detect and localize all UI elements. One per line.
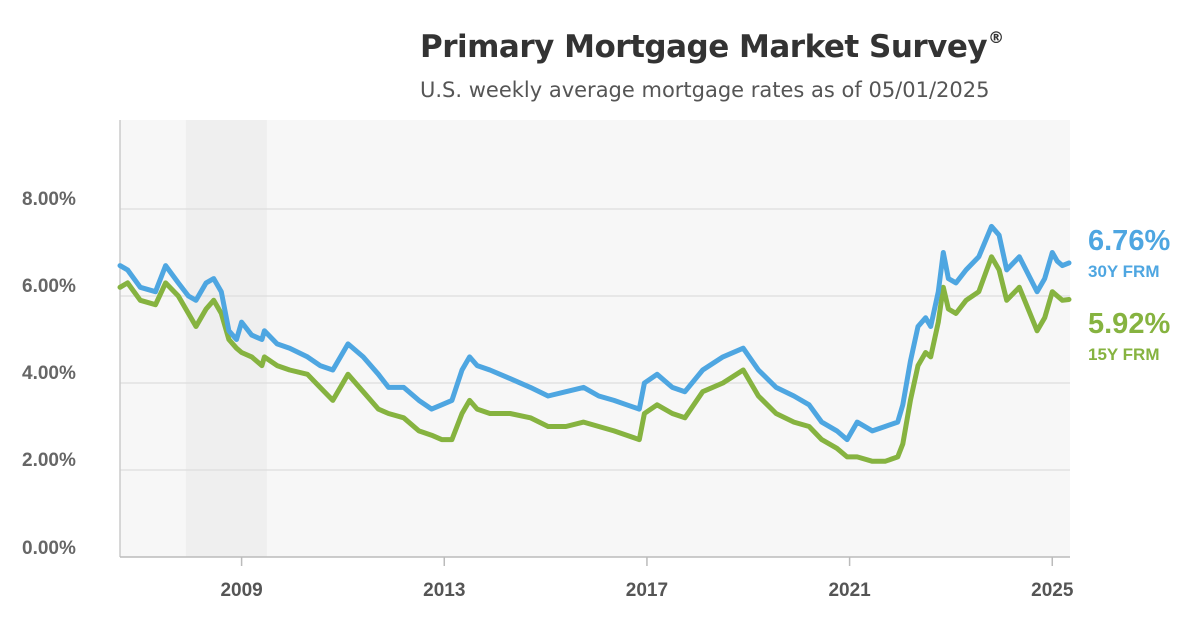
y-tick-label: 8.00% xyxy=(22,189,76,210)
y-tick-label: 4.00% xyxy=(22,363,76,384)
y-tick-label: 6.00% xyxy=(22,276,76,297)
x-tick-label: 2025 xyxy=(1031,580,1074,601)
y-tick-label: 2.00% xyxy=(22,450,76,471)
x-tick-label: 2021 xyxy=(828,580,871,601)
y-tick-label: 0.00% xyxy=(22,538,76,559)
x-tick-label: 2017 xyxy=(626,580,668,601)
chart-title: Primary Mortgage Market Survey® xyxy=(420,28,1004,65)
end-value-label-30y-frm: 6.76% xyxy=(1088,225,1170,257)
x-tick-label: 2013 xyxy=(423,580,465,601)
plot-background xyxy=(120,120,1070,557)
chart-title-text: Primary Mortgage Market Survey xyxy=(420,29,988,65)
series-name-label-15y-frm: 15Y FRM xyxy=(1088,345,1160,364)
end-value-label-15y-frm: 5.92% xyxy=(1088,308,1170,340)
series-name-label-30y-frm: 30Y FRM xyxy=(1088,262,1160,281)
x-tick-label: 2009 xyxy=(220,580,262,601)
registered-mark: ® xyxy=(988,28,1004,47)
chart-subtitle: U.S. weekly average mortgage rates as of… xyxy=(420,78,990,102)
series-line-15y-frm xyxy=(117,254,1072,464)
series-line-30y-frm xyxy=(117,223,1072,443)
